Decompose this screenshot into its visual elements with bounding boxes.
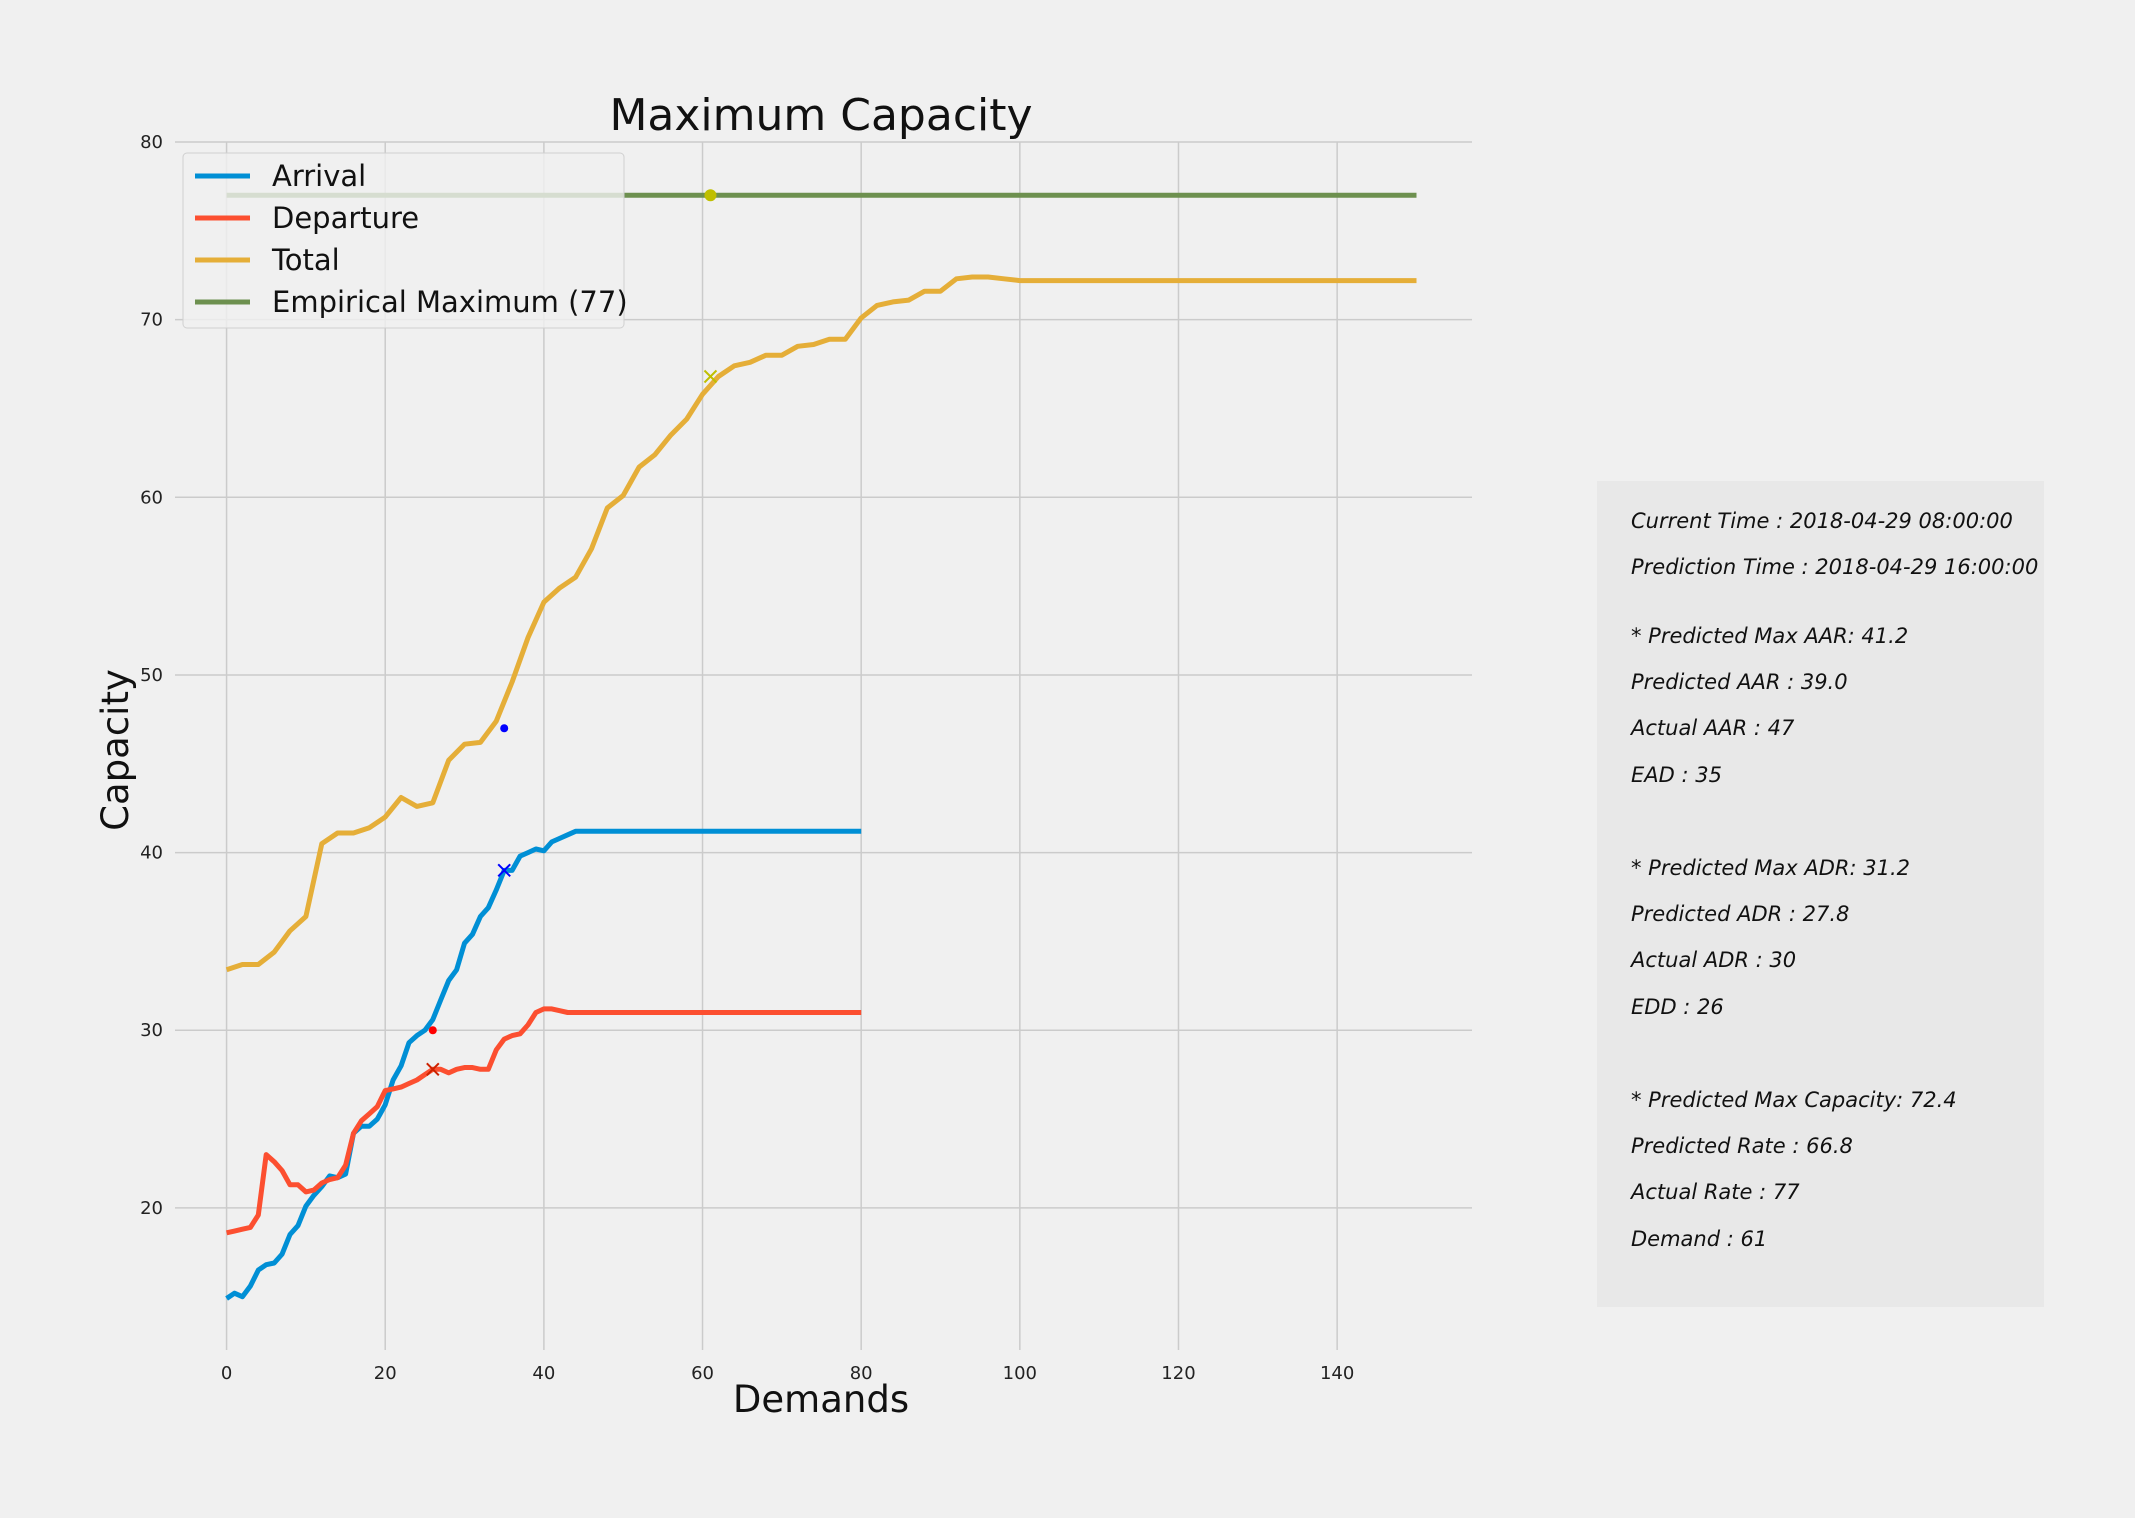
actual-rate-text: Actual Rate : 77 — [1631, 1180, 1800, 1204]
marker-dot — [500, 724, 509, 733]
series-line-departure — [226, 1006, 862, 1236]
prediction-info-panel: Current Time : 2018-04-29 08:00:00 Predi… — [1597, 481, 2044, 1307]
tick-labels: 0 20 40 60 80 100 120 140 20 30 40 50 60 70 80 — [140, 132, 1354, 1384]
x-tick-label: 0 — [221, 1363, 232, 1384]
y-tick-label: 70 — [140, 310, 163, 331]
y-axis-title: Capacity — [94, 669, 137, 831]
x-tick-label: 20 — [374, 1363, 397, 1384]
y-tick-label: 60 — [140, 487, 163, 508]
x-tick-label: 140 — [1320, 1363, 1354, 1384]
y-tick-label: 20 — [140, 1198, 163, 1219]
ead-text: EAD : 35 — [1631, 763, 1722, 787]
legend-entry-label: Total — [271, 243, 340, 277]
series-lines — [225, 192, 1417, 1301]
legend-box — [182, 152, 625, 329]
y-tick-label: 80 — [140, 132, 163, 153]
y-tick-label: 30 — [140, 1020, 163, 1041]
max-adr-text: * Predicted Max ADR: 31.2 — [1631, 856, 1910, 880]
legend-entry-label: Empirical Maximum (77) — [272, 285, 628, 319]
grid-lines — [175, 141, 1472, 1350]
max-aar-text: * Predicted Max AAR: 41.2 — [1631, 624, 1909, 648]
markers — [426, 189, 718, 1077]
x-tick-label: 80 — [850, 1363, 873, 1384]
marker-x — [497, 863, 511, 878]
marker-dot — [704, 189, 717, 202]
y-tick-label: 50 — [140, 665, 163, 686]
prediction-time-text: Prediction Time : 2018-04-29 16:00:00 — [1631, 555, 2039, 579]
y-tick-label: 40 — [140, 843, 163, 864]
predicted-aar-text: Predicted AAR : 39.0 — [1631, 670, 1848, 694]
marker-x — [426, 1062, 440, 1077]
legend-entry-label: Arrival — [272, 159, 366, 193]
predicted-adr-text: Predicted ADR : 27.8 — [1631, 902, 1850, 926]
series-line-arrival — [225, 828, 862, 1301]
x-tick-label: 120 — [1161, 1363, 1195, 1384]
x-tick-label: 100 — [1003, 1363, 1037, 1384]
x-tick-label: 60 — [691, 1363, 714, 1384]
demand-text: Demand : 61 — [1631, 1227, 1768, 1251]
edd-text: EDD : 26 — [1631, 995, 1724, 1019]
max-capacity-text: * Predicted Max Capacity: 72.4 — [1631, 1088, 1957, 1112]
legend-entry-label: Departure — [272, 201, 419, 235]
predicted-rate-text: Predicted Rate : 66.8 — [1631, 1134, 1853, 1158]
actual-aar-text: Actual AAR : 47 — [1631, 716, 1795, 740]
chart-title: Maximum Capacity — [609, 90, 1032, 141]
current-time-text: Current Time : 2018-04-29 08:00:00 — [1631, 509, 2013, 533]
series-line-total — [225, 274, 1417, 973]
actual-adr-text: Actual ADR : 30 — [1631, 948, 1797, 972]
legend: Arrival Departure Total Empirical Maximum (… — [182, 152, 628, 329]
x-tick-label: 40 — [532, 1363, 555, 1384]
marker-x — [703, 369, 718, 384]
marker-dot — [428, 1026, 437, 1035]
x-axis-title: Demands — [733, 1378, 909, 1421]
